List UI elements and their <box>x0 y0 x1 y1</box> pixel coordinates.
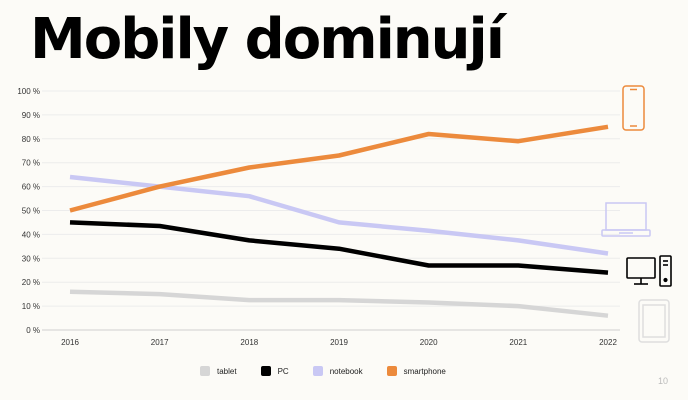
legend-item-smartphone: smartphone <box>386 366 446 376</box>
x-tick-label: 2017 <box>151 338 169 347</box>
desktop-pc-icon <box>626 255 672 287</box>
legend-swatch-notebook <box>312 366 323 376</box>
legend-item-notebook: notebook <box>312 366 363 376</box>
series-line-tablet <box>69 289 609 318</box>
x-tick-label: 2022 <box>599 338 617 347</box>
y-tick-label: 10 % <box>22 302 40 311</box>
y-axis-labels: 0 % 10 % 20 % 30 % 40 % 50 % 60 % 70 % 80 % 90 % 1… <box>17 87 40 335</box>
y-tick-label: 30 % <box>22 254 40 263</box>
legend-swatch-smartphone <box>386 366 397 376</box>
tablet-icon <box>638 299 670 343</box>
page-number: 10 <box>657 376 668 386</box>
y-tick-label: 90 % <box>22 111 40 120</box>
series-line-smartphone <box>69 124 609 213</box>
chart-series <box>69 124 609 318</box>
laptop-icon <box>601 202 651 237</box>
legend-item-tablet: tablet <box>200 366 237 376</box>
legend-item-pc: PC <box>260 366 289 376</box>
slide-title: Mobily dominují <box>30 7 505 72</box>
x-tick-label: 2019 <box>330 338 348 347</box>
x-tick-label: 2021 <box>509 338 527 347</box>
legend-label-pc: PC <box>277 366 289 376</box>
legend-swatch-tablet <box>200 366 210 376</box>
y-tick-label: 0 % <box>26 326 40 335</box>
legend-label-tablet: tablet <box>217 366 237 376</box>
y-tick-label: 100 % <box>17 87 40 96</box>
x-axis-labels: 2016 2017 2018 2019 2020 2021 2022 <box>61 338 617 347</box>
y-tick-label: 40 % <box>22 230 40 239</box>
series-line-pc <box>69 220 609 275</box>
y-tick-label: 20 % <box>22 278 40 287</box>
y-tick-label: 80 % <box>22 135 40 144</box>
legend-label-notebook: notebook <box>329 366 363 376</box>
chart-legend: tablet PC notebook smartphone <box>200 366 446 376</box>
y-tick-label: 50 % <box>22 207 40 216</box>
smartphone-icon <box>622 85 645 131</box>
legend-label-smartphone: smartphone <box>403 366 446 376</box>
y-tick-label: 70 % <box>22 159 40 168</box>
y-tick-label: 60 % <box>22 183 40 192</box>
chart-grid <box>42 90 620 331</box>
x-tick-label: 2020 <box>420 338 438 347</box>
x-tick-label: 2018 <box>240 338 258 347</box>
x-tick-label: 2016 <box>61 338 79 347</box>
legend-swatch-pc <box>260 366 271 376</box>
